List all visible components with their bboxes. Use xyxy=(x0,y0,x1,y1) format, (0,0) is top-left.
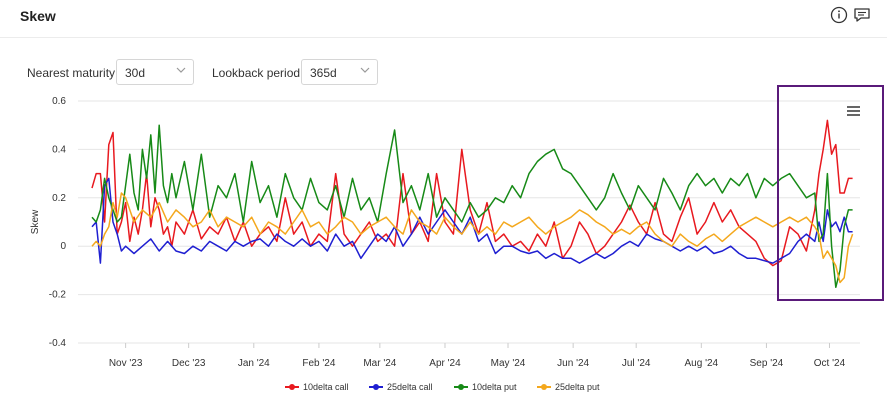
series-line xyxy=(91,124,853,289)
lookback-label: Lookback period xyxy=(212,66,301,80)
x-tick-label: Apr '24 xyxy=(429,358,461,369)
legend-swatch-dot xyxy=(373,384,379,390)
highlight-box xyxy=(777,85,884,301)
x-tick-label: Nov '23 xyxy=(109,358,143,369)
x-tick-label: Mar '24 xyxy=(363,358,396,369)
info-icon[interactable] xyxy=(830,6,848,24)
x-tick-label: May '24 xyxy=(491,358,526,369)
lookback-value: 365d xyxy=(310,66,337,80)
legend: 10delta call 25delta call 10delta put 25del… xyxy=(285,382,600,392)
legend-label: 10delta call xyxy=(303,382,349,392)
series-line xyxy=(91,192,854,284)
maturity-select[interactable]: 30d xyxy=(116,59,194,85)
menu-icon[interactable] xyxy=(847,106,860,116)
y-tick-label: 0.2 xyxy=(52,193,66,204)
x-axis-ticks: Nov '23 Dec '23 Jan '24 Feb '24 Mar '24 Apr '… xyxy=(109,343,846,369)
chevron-down-icon xyxy=(176,67,186,73)
x-tick-label: Jan '24 xyxy=(238,358,270,369)
y-tick-label: 0 xyxy=(60,241,66,252)
y-tick-label: 0.6 xyxy=(52,96,66,107)
y-tick-label: -0.4 xyxy=(49,338,67,349)
maturity-value: 30d xyxy=(125,66,146,80)
y-tick-label: 0.4 xyxy=(52,144,66,155)
chevron-down-icon xyxy=(360,67,370,73)
panel-header: Skew xyxy=(0,0,887,38)
x-tick-label: Feb '24 xyxy=(302,358,335,369)
x-tick-label: Jul '24 xyxy=(622,358,651,369)
series-lines xyxy=(91,119,854,289)
lookback-select[interactable]: 365d xyxy=(301,59,378,85)
y-axis-label: Skew xyxy=(30,209,41,234)
panel-title: Skew xyxy=(20,8,56,24)
x-tick-label: Dec '23 xyxy=(172,358,206,369)
x-tick-label: Jun '24 xyxy=(557,358,589,369)
y-tick-label: -0.2 xyxy=(49,290,67,301)
legend-swatch-dot xyxy=(458,384,464,390)
maturity-label: Nearest maturity xyxy=(27,66,116,80)
chart-controls: Nearest maturity 30d Lookback period 365… xyxy=(0,58,887,88)
x-tick-label: Oct '24 xyxy=(814,358,846,369)
legend-swatch-dot xyxy=(289,384,295,390)
x-tick-label: Sep '24 xyxy=(750,358,784,369)
legend-label: 25delta call xyxy=(387,382,433,392)
x-tick-label: Aug '24 xyxy=(685,358,719,369)
y-axis-ticks: 0.6 0.4 0.2 0 -0.2 -0.4 xyxy=(49,96,67,349)
feedback-icon[interactable] xyxy=(853,6,871,24)
series-line xyxy=(91,119,853,267)
legend-label: 25delta put xyxy=(555,382,600,392)
legend-swatch-dot xyxy=(541,384,547,390)
grid-lines xyxy=(78,100,860,344)
legend-label: 10delta put xyxy=(472,382,517,392)
